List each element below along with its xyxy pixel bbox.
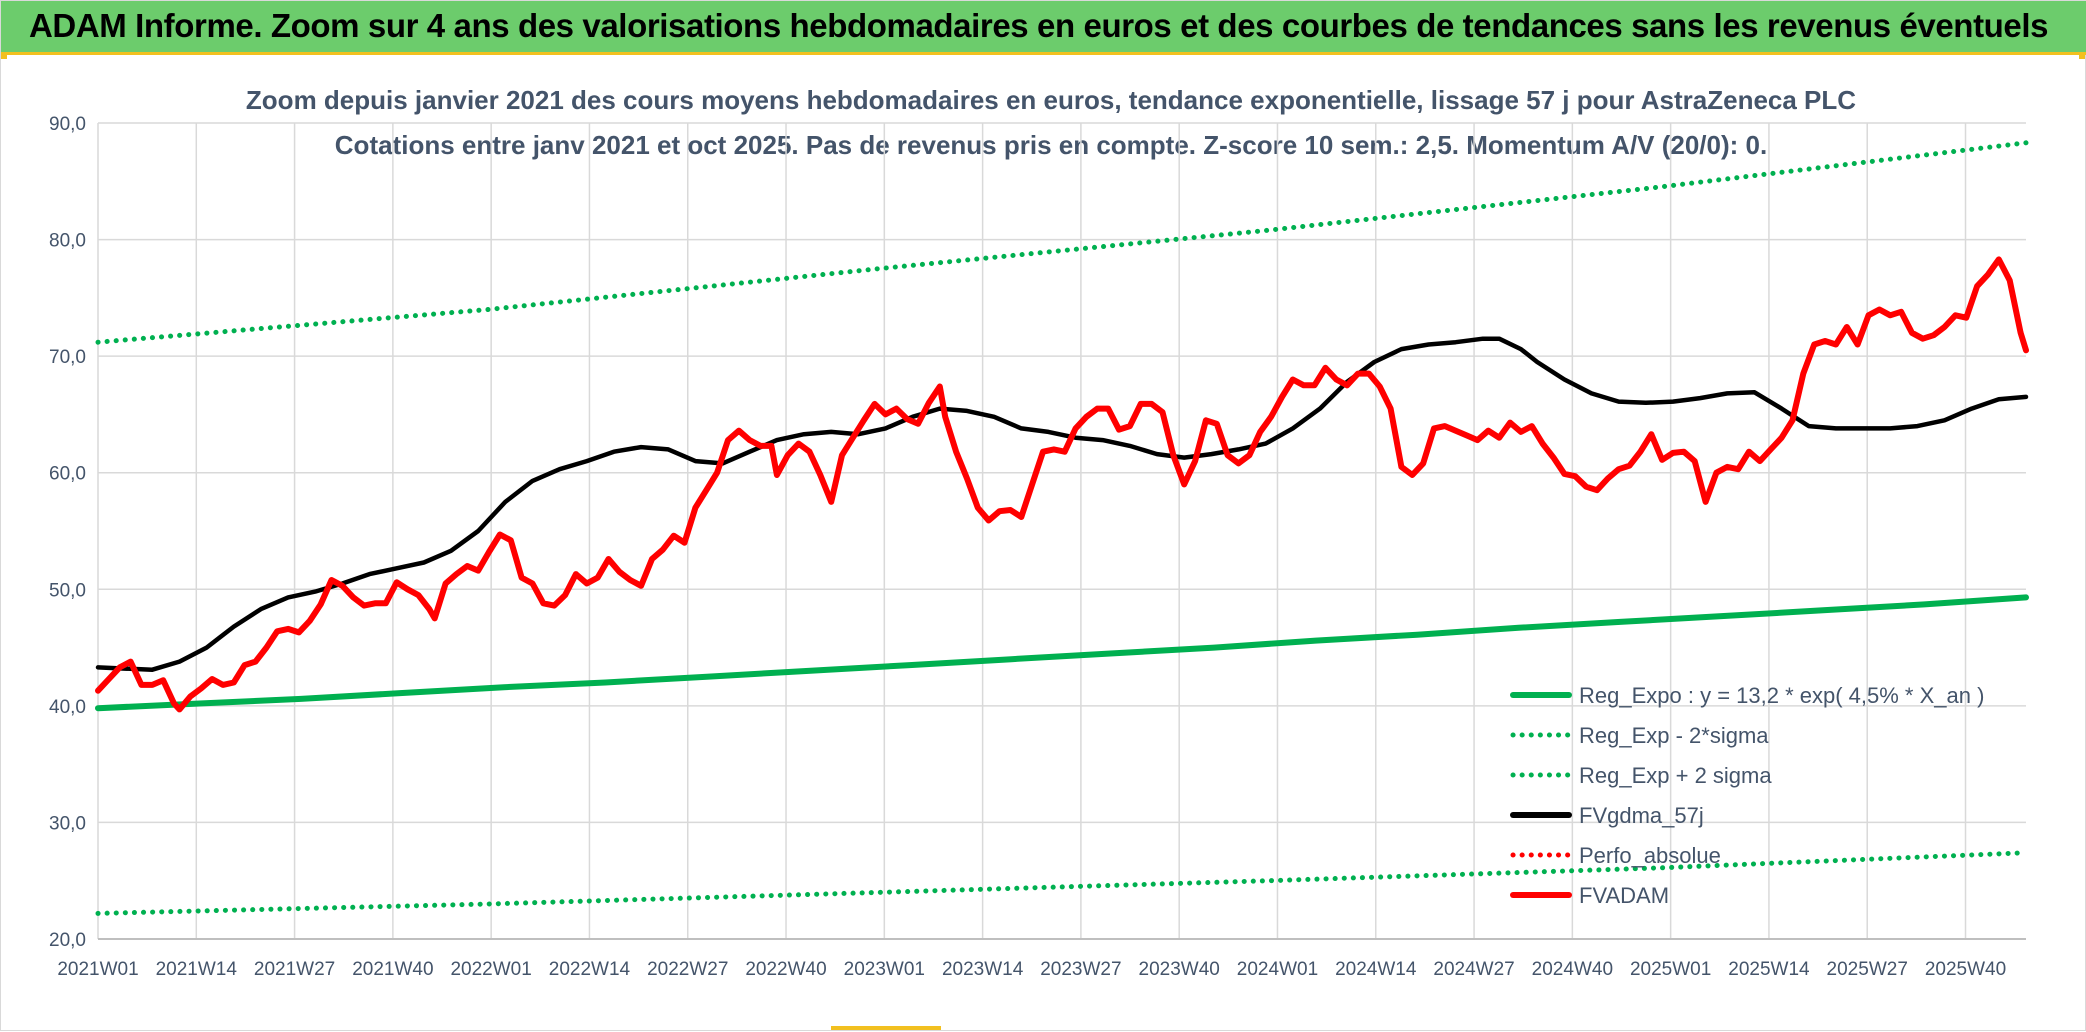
- x-tick-label: 2022W40: [745, 959, 826, 980]
- x-tick-label: 2021W14: [156, 959, 238, 980]
- y-tick-label: 40,0: [49, 697, 86, 718]
- banner-title: ADAM Informe. Zoom sur 4 ans des valoris…: [29, 7, 2049, 44]
- series-line-0: [95, 594, 2029, 712]
- x-tick-label: 2025W01: [1630, 959, 1711, 980]
- x-tick-label: 2025W40: [1925, 959, 2006, 980]
- legend-label-3: FVgdma_57j: [1579, 803, 1704, 828]
- y-tick-label: 30,0: [49, 813, 86, 834]
- y-tick-label: 70,0: [49, 347, 86, 368]
- x-tick-label: 2023W14: [942, 959, 1024, 980]
- x-tick-label: 2024W27: [1433, 959, 1514, 980]
- x-tick-label: 2021W01: [57, 959, 138, 980]
- y-tick-label: 60,0: [49, 464, 86, 485]
- x-tick-label: 2023W27: [1040, 959, 1121, 980]
- x-tick-label: 2023W01: [844, 959, 925, 980]
- x-tick-label: 2023W40: [1139, 959, 1220, 980]
- legend-label-5: FVADAM: [1579, 883, 1669, 908]
- series-line-1: [95, 850, 2029, 916]
- x-tick-label: 2024W40: [1532, 959, 1613, 980]
- y-tick-label: 50,0: [49, 580, 86, 601]
- series-line-2: [95, 140, 2029, 345]
- x-tick-label: 2025W27: [1827, 959, 1908, 980]
- series-line-5: [95, 256, 2029, 713]
- y-tick-label: 90,0: [49, 114, 86, 135]
- y-tick-label: 20,0: [49, 930, 86, 951]
- legend: Reg_Expo : y = 13,2 * exp( 4,5% * X_an )…: [1510, 683, 1984, 908]
- x-tick-label: 2021W27: [254, 959, 335, 980]
- series-line-3: [95, 336, 2029, 672]
- x-tick-label: 2022W27: [647, 959, 728, 980]
- x-tick-label: 2024W01: [1237, 959, 1318, 980]
- x-tick-label: 2025W14: [1728, 959, 1810, 980]
- legend-label-2: Reg_Exp + 2 sigma: [1579, 763, 1772, 788]
- legend-label-4: Perfo_absolue: [1579, 843, 1721, 868]
- gridlines: [98, 122, 2026, 939]
- chart-title: Zoom depuis janvier 2021 des cours moyen…: [246, 85, 1856, 115]
- x-tick-label: 2021W40: [352, 959, 433, 980]
- series-lines: [95, 140, 2029, 916]
- bottom-accent: [831, 1026, 941, 1030]
- x-tick-label: 2024W14: [1335, 959, 1417, 980]
- corner-accent-right: [2079, 55, 2085, 59]
- x-tick-label: 2022W14: [549, 959, 631, 980]
- chart-subtitle: Cotations entre janv 2021 et oct 2025. P…: [335, 130, 1767, 160]
- legend-label-0: Reg_Expo : y = 13,2 * exp( 4,5% * X_an ): [1579, 683, 1984, 708]
- report-banner: ADAM Informe. Zoom sur 4 ans des valoris…: [1, 1, 2086, 55]
- y-tick-label: 80,0: [49, 231, 86, 252]
- legend-label-1: Reg_Exp - 2*sigma: [1579, 723, 1769, 748]
- corner-accent-left: [1, 55, 7, 59]
- x-tick-label: 2022W01: [450, 959, 531, 980]
- axes: 20,0 30,0 40,0 50,0 60,0 70,0 80,0 90,0 2021W01 2…: [49, 114, 2026, 980]
